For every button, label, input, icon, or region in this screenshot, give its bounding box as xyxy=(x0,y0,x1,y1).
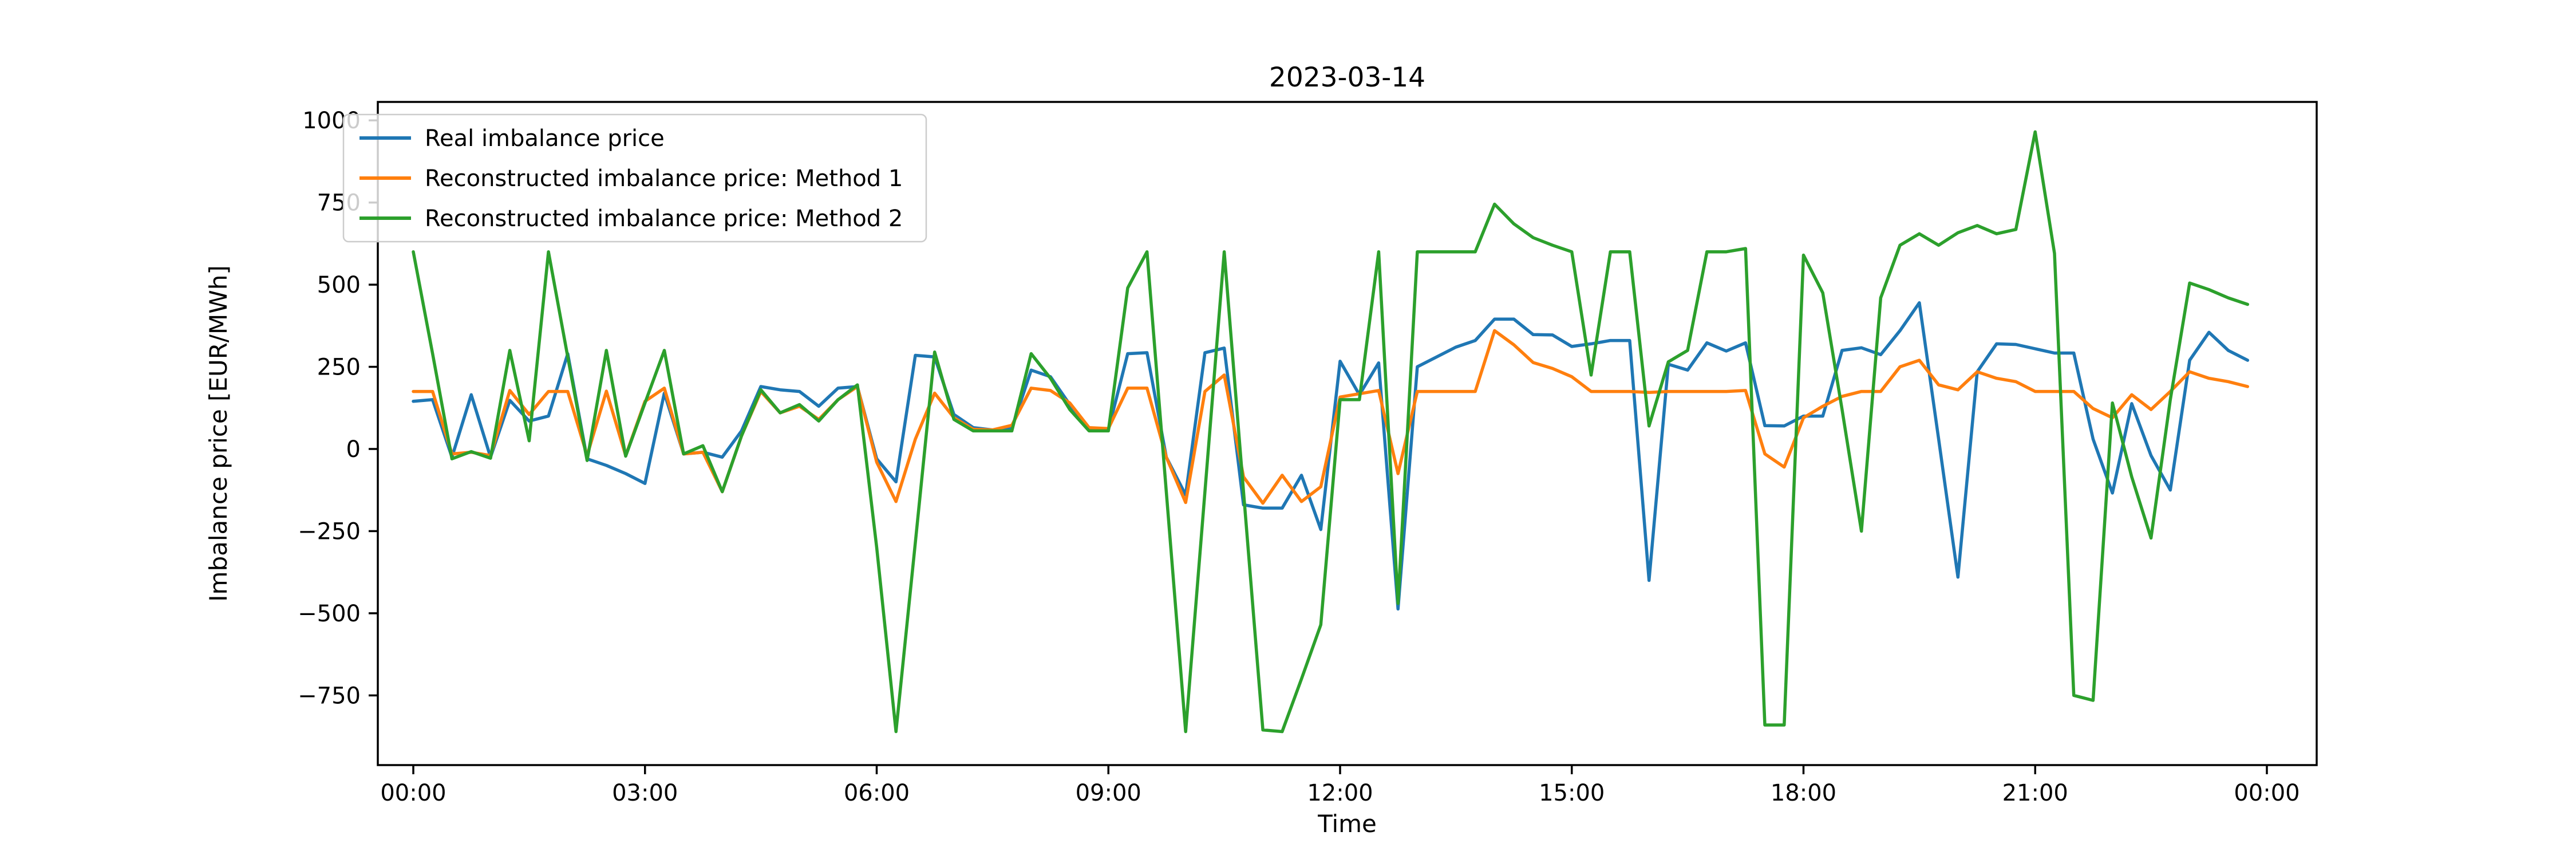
x-tick-label: 00:00 xyxy=(380,780,446,806)
y-tick-label: −500 xyxy=(298,601,361,627)
series-line-real-imbalance-price xyxy=(412,301,2250,611)
x-tick-label: 06:00 xyxy=(844,780,910,806)
legend-box xyxy=(342,113,927,243)
x-tick-label: 00:00 xyxy=(2234,780,2300,806)
series-line-reconstructed-imbalance-price-method-2 xyxy=(412,130,2250,734)
x-axis-label: Time xyxy=(1318,810,1377,838)
y-tick-label: −250 xyxy=(298,518,361,545)
x-tick-label: 12:00 xyxy=(1307,780,1373,806)
x-tick-label: 18:00 xyxy=(1771,780,1836,806)
x-tick-label: 03:00 xyxy=(612,780,678,806)
x-tick-label: 09:00 xyxy=(1076,780,1141,806)
legend-label: Reconstructed imbalance price: Method 1 xyxy=(425,166,903,192)
x-tick-label: 15:00 xyxy=(1539,780,1605,806)
legend-label: Reconstructed imbalance price: Method 2 xyxy=(425,206,903,232)
y-tick-label: 250 xyxy=(317,354,361,381)
y-tick-label: 500 xyxy=(317,272,361,298)
y-tick-label: −750 xyxy=(298,683,361,709)
legend: Real imbalance price Reconstructed imbala… xyxy=(342,113,927,243)
axes-frame xyxy=(377,101,2318,766)
chart-title: 2023-03-14 xyxy=(1269,62,1426,93)
x-tick-label: 21:00 xyxy=(2002,780,2068,806)
legend-label: Real imbalance price xyxy=(425,125,665,152)
y-tick-label: 0 xyxy=(346,436,361,463)
